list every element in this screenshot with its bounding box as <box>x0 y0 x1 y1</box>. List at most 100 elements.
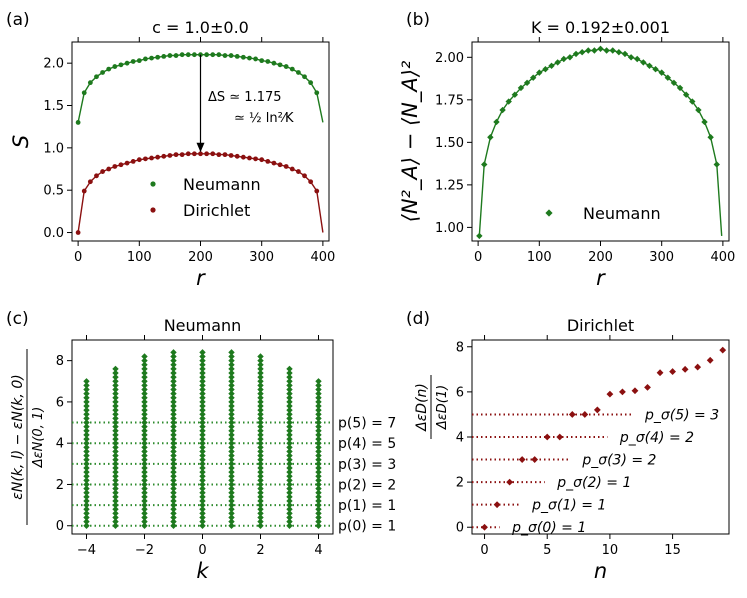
point-neumann-b <box>542 66 549 73</box>
point-neumann-c <box>228 448 235 455</box>
point-neumann-c <box>257 373 264 381</box>
point-neumann-c <box>286 439 293 447</box>
point-neumann-b <box>481 161 488 168</box>
y-tick-label-c: 0 <box>56 519 64 534</box>
series-neumann-a <box>75 52 324 125</box>
point-neumann-c <box>112 419 119 426</box>
point-neumann-c <box>315 402 322 410</box>
point-neumann-b <box>664 74 672 81</box>
point-neumann-c <box>286 506 293 513</box>
point-neumann-c <box>257 518 264 525</box>
point-neumann-c <box>83 464 90 472</box>
point-neumann-a <box>87 80 93 86</box>
point-neumann-c <box>286 386 293 393</box>
point-neumann-c <box>257 481 264 488</box>
point-neumann-c <box>315 481 322 488</box>
point-neumann-c <box>199 373 206 381</box>
point-neumann-c <box>112 398 119 406</box>
point-neumann-c <box>199 419 206 426</box>
point-neumann-c <box>170 415 177 422</box>
x-tick-label-b: 0 <box>474 250 482 265</box>
point-neumann-c <box>141 522 148 529</box>
point-neumann-c <box>141 398 148 406</box>
point-neumann-c <box>170 423 177 430</box>
point-neumann-c <box>141 423 148 430</box>
point-neumann-c <box>257 398 264 406</box>
point-neumann-c <box>199 518 206 525</box>
point-neumann-b <box>517 84 525 92</box>
point-neumann-c <box>112 501 119 509</box>
point-neumann-a <box>191 52 197 58</box>
point-neumann-a <box>198 52 203 58</box>
point-neumann-c <box>112 431 119 439</box>
point-neumann-c <box>257 444 264 451</box>
point-dirichlet-a <box>94 173 99 179</box>
point-neumann-c <box>170 485 177 492</box>
point-dirichlet-a <box>149 155 154 161</box>
point-neumann-c <box>228 415 235 422</box>
point-dirichlet-a <box>106 166 112 172</box>
point-neumann-c <box>228 378 235 385</box>
y-axis-label-c: εN(k, l) − εN(k, 0) ΔεN(0, 1) <box>10 349 46 525</box>
point-neumann-c <box>170 444 177 451</box>
point-neumann-c <box>257 365 264 373</box>
point-neumann-c <box>228 365 235 373</box>
point-dirichlet-a <box>210 151 216 157</box>
delta-arrow-head <box>196 142 205 153</box>
point-dirichlet-d <box>719 346 727 354</box>
point-neumann-c <box>83 448 90 455</box>
point-neumann-c <box>257 415 264 422</box>
point-neumann-a <box>302 74 307 80</box>
point-dirichlet-a <box>124 160 130 166</box>
point-neumann-b <box>499 106 506 114</box>
point-neumann-c <box>228 357 235 364</box>
point-neumann-b <box>707 134 714 141</box>
point-neumann-c <box>112 369 119 377</box>
point-dirichlet-a <box>265 159 271 164</box>
point-neumann-c <box>112 382 119 389</box>
point-neumann-c <box>112 485 119 492</box>
point-neumann-c <box>228 406 235 414</box>
point-dirichlet-a <box>75 230 81 235</box>
point-neumann-c <box>112 468 119 476</box>
y-tick-label-b: 1.00 <box>435 221 464 236</box>
point-neumann-c <box>112 439 119 447</box>
point-neumann-c <box>141 444 148 451</box>
point-neumann-c <box>199 427 206 435</box>
point-neumann-c <box>141 464 148 472</box>
point-neumann-c <box>315 477 322 484</box>
point-neumann-c <box>83 419 90 426</box>
point-neumann-c <box>141 485 148 492</box>
point-neumann-b <box>646 62 653 70</box>
point-dirichlet-d <box>656 369 664 377</box>
point-neumann-a <box>247 55 252 61</box>
y-tick-label-d: 0 <box>456 521 464 536</box>
point-neumann-c <box>257 510 264 517</box>
level-label-d: p_σ(2) = 1 <box>556 475 631 491</box>
chart-title-d: Dirichlet <box>567 316 634 335</box>
point-neumann-c <box>199 369 206 377</box>
point-neumann-c <box>228 382 235 389</box>
x-axis-label-a: r <box>196 266 206 290</box>
point-dirichlet-a <box>173 152 179 158</box>
level-label-d: p_σ(4) = 2 <box>619 430 694 446</box>
point-neumann-c <box>257 477 264 484</box>
y-tick-label-c: 4 <box>56 437 64 452</box>
point-dirichlet-d <box>593 406 601 414</box>
point-neumann-c <box>83 518 90 525</box>
point-neumann-c <box>170 468 177 476</box>
point-neumann-c <box>170 406 177 414</box>
point-neumann-c <box>228 522 235 529</box>
point-neumann-c <box>257 460 264 468</box>
point-neumann-c <box>199 435 206 443</box>
point-neumann-c <box>112 489 119 496</box>
point-neumann-b <box>713 161 720 168</box>
point-neumann-c <box>170 448 177 455</box>
point-dirichlet-a <box>143 156 148 162</box>
point-neumann-c <box>199 485 206 492</box>
point-neumann-c <box>228 468 235 476</box>
point-neumann-b <box>487 134 494 141</box>
point-neumann-c <box>315 386 322 393</box>
point-neumann-c <box>315 448 322 455</box>
point-neumann-c <box>170 398 177 406</box>
